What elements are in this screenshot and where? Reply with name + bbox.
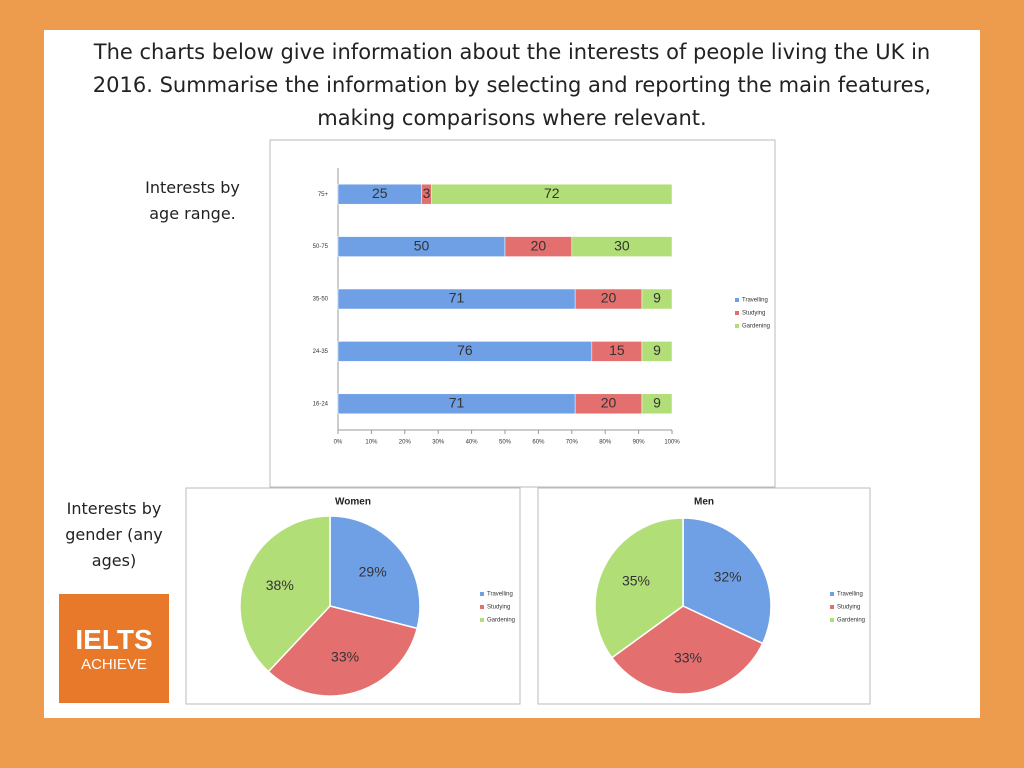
x-tick-label: 50%	[499, 440, 512, 446]
x-tick-label: 40%	[466, 440, 479, 446]
data-label: 32%	[714, 568, 742, 584]
legend-label: Studying	[742, 311, 765, 317]
legend-marker	[830, 592, 834, 596]
data-label: 35%	[622, 573, 650, 589]
legend-marker	[480, 618, 484, 622]
logo-text: IELTS	[75, 624, 153, 655]
y-tick-label: 50-75	[313, 244, 329, 250]
data-label: 20	[531, 237, 547, 253]
y-tick-label: 24-35	[313, 349, 329, 355]
data-label: 76	[457, 342, 473, 358]
pie-slice	[610, 605, 764, 695]
legend-label: Travelling	[837, 592, 863, 598]
data-label: 71	[449, 290, 465, 306]
data-label: 33%	[674, 649, 702, 665]
chart-title: Men	[694, 497, 714, 508]
caption: Interests by gender (any ages)	[65, 499, 163, 570]
pie-slice	[329, 515, 421, 630]
bar	[641, 288, 673, 310]
prompt: The charts below give information about …	[92, 40, 932, 130]
data-label: 3	[423, 185, 431, 201]
x-tick-label: 80%	[599, 440, 612, 446]
data-label: 29%	[359, 564, 387, 580]
data-label: 33%	[331, 649, 359, 665]
pie-slice	[682, 517, 772, 645]
x-tick-label: 30%	[432, 440, 445, 446]
legend-label: Gardening	[487, 618, 515, 624]
data-label: 20	[601, 395, 617, 411]
x-tick-label: 10%	[365, 440, 378, 446]
legend-label: Studying	[837, 605, 860, 611]
bar	[641, 341, 673, 362]
data-label: 15	[609, 342, 625, 358]
data-label: 71	[449, 395, 465, 411]
logo-text: ACHIEVE	[81, 656, 147, 673]
pie-slice	[239, 515, 331, 673]
data-label: 30	[614, 237, 630, 253]
y-tick-label: 75+	[318, 192, 329, 198]
data-label: 50	[414, 237, 430, 253]
y-tick-label: 16-24	[313, 401, 329, 407]
data-label: 25	[372, 185, 388, 201]
legend-label: Travelling	[487, 592, 513, 598]
x-tick-label: 90%	[633, 440, 646, 446]
legend-label: Studying	[487, 605, 510, 611]
legend-label: Travelling	[742, 298, 768, 304]
chart-title: Women	[335, 497, 371, 508]
x-tick-label: 20%	[399, 440, 412, 446]
legend-marker	[735, 298, 739, 302]
legend-marker	[480, 592, 484, 596]
y-tick-label: 35-50	[313, 297, 329, 303]
legend-marker	[735, 324, 739, 328]
data-label: 38%	[266, 577, 294, 593]
bar	[641, 393, 673, 415]
data-label: 20	[601, 290, 617, 306]
bar	[571, 236, 673, 257]
data-label: 9	[653, 395, 661, 411]
caption: Interests by age range.	[145, 178, 240, 223]
logo: IELTS ACHIEVE	[59, 594, 169, 703]
x-tick-label: 0%	[334, 440, 343, 446]
x-tick-label: 60%	[532, 440, 545, 446]
legend-label: Gardening	[742, 324, 770, 330]
data-label: 72	[544, 185, 560, 201]
x-tick-label: 100%	[664, 440, 680, 446]
pie-slice	[594, 517, 684, 659]
data-label: 9	[653, 342, 661, 358]
pie-slice	[267, 605, 419, 697]
legend-marker	[735, 311, 739, 315]
legend-marker	[830, 605, 834, 609]
legend-marker	[480, 605, 484, 609]
data-label: 9	[653, 290, 661, 306]
legend-label: Gardening	[837, 618, 865, 624]
legend-marker	[830, 618, 834, 622]
x-tick-label: 70%	[566, 440, 579, 446]
bar	[431, 183, 673, 205]
